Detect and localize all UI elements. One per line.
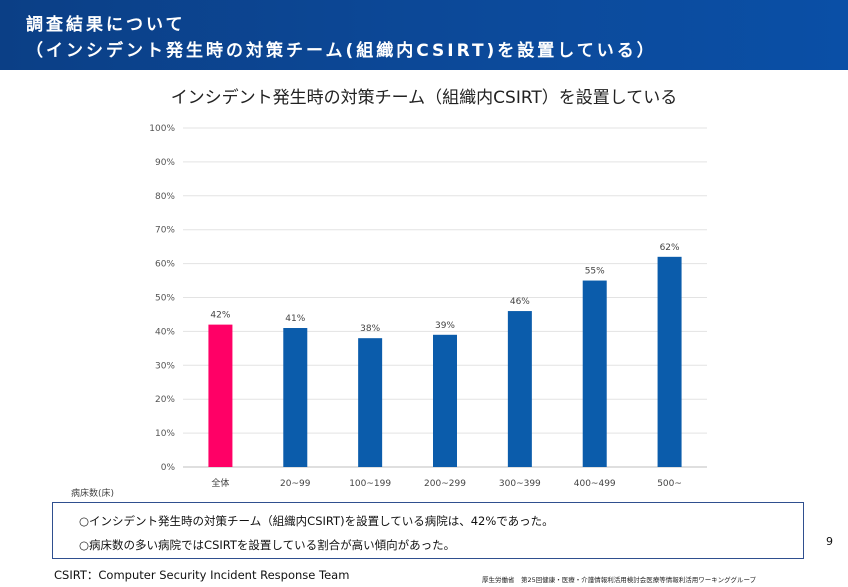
y-tick-label: 40% bbox=[155, 327, 175, 337]
y-tick-label: 100% bbox=[149, 124, 175, 134]
bar-chart: 0% 10% 20% 30% 40% 50% 60% 70% 80% 90% 100% 42% 全体 41… bbox=[149, 124, 707, 489]
y-tick-label: 20% bbox=[155, 395, 175, 405]
y-tick-label: 50% bbox=[155, 294, 175, 304]
y-tick-label: 70% bbox=[155, 226, 175, 236]
page-number: 9 bbox=[826, 535, 833, 548]
slide-header: 調査結果について （インシデント発生時の対策チーム(組織内CSIRT)を設置して… bbox=[0, 0, 848, 70]
footnote: CSIRT：Computer Security Incident Respons… bbox=[54, 568, 350, 582]
y-tick-label: 0% bbox=[161, 463, 176, 473]
bar bbox=[358, 338, 383, 467]
x-tick-label: 100~199 bbox=[349, 479, 391, 489]
bar bbox=[582, 280, 607, 467]
y-tick-label: 90% bbox=[155, 158, 175, 168]
y-tick-label: 30% bbox=[155, 361, 175, 371]
bar bbox=[507, 311, 532, 467]
chart-title: インシデント発生時の対策チーム（組織内CSIRT）を設置している bbox=[170, 88, 678, 108]
y-tick-label: 60% bbox=[155, 260, 175, 270]
data-label: 38% bbox=[360, 324, 380, 334]
y-tick-label: 10% bbox=[155, 429, 175, 439]
data-label: 62% bbox=[660, 243, 680, 253]
data-label: 42% bbox=[210, 311, 230, 321]
bar bbox=[283, 328, 308, 467]
data-label: 55% bbox=[585, 267, 605, 277]
data-label: 41% bbox=[285, 314, 305, 324]
source-credit: 厚生労働省 第25回健康・医療・介護情報利活用検討会医療等情報利活用ワーキンググ… bbox=[482, 576, 757, 584]
x-tick-label: 200~299 bbox=[424, 479, 466, 489]
x-tick-label: 400~499 bbox=[574, 479, 616, 489]
y-tick-label: 80% bbox=[155, 192, 175, 202]
note-line-2: ○病床数の多い病院ではCSIRTを設置している割合が高い傾向があった。 bbox=[79, 538, 456, 552]
slide-title: 調査結果について bbox=[26, 15, 186, 35]
x-tick-label: 300~399 bbox=[499, 479, 541, 489]
data-label: 39% bbox=[435, 321, 455, 331]
note-line-1: ○インシデント発生時の対策チーム（組織内CSIRT)を設置している病院は、42%… bbox=[79, 514, 554, 528]
slide-subtitle: （インシデント発生時の対策チーム(組織内CSIRT)を設置している） bbox=[26, 41, 657, 61]
bar bbox=[433, 334, 457, 467]
notes-box: ○インシデント発生時の対策チーム（組織内CSIRT)を設置している病院は、42%… bbox=[52, 502, 804, 559]
bar bbox=[208, 324, 233, 467]
data-label: 46% bbox=[510, 297, 530, 307]
x-tick-label: 500~ bbox=[657, 479, 682, 489]
bar bbox=[657, 256, 682, 467]
x-axis-label: 病床数(床) bbox=[71, 489, 115, 499]
x-tick-label: 全体 bbox=[211, 477, 229, 489]
x-tick-label: 20~99 bbox=[280, 479, 311, 489]
